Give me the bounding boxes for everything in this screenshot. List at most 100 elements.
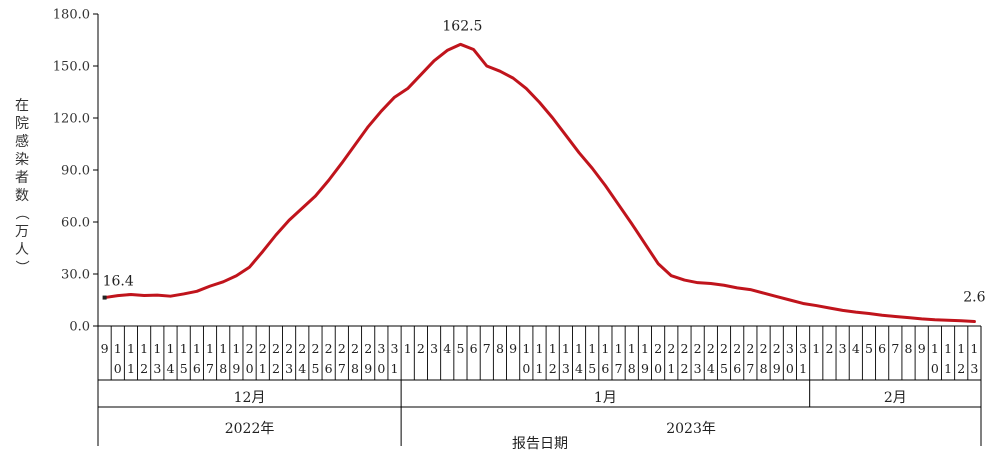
x-tick-label-bottom: 1 xyxy=(944,361,952,376)
x-tick-label-bottom: 2 xyxy=(140,361,148,376)
data-label: 162.5 xyxy=(442,18,482,34)
y-tick-label: 30.0 xyxy=(61,268,90,283)
x-tick-label-top: 1 xyxy=(180,341,188,356)
x-tick-label-bottom: 1 xyxy=(667,361,675,376)
x-tick-label-bottom: 9 xyxy=(773,361,781,376)
x-tick-label-bottom: 6 xyxy=(733,361,741,376)
x-tick-label-top: 3 xyxy=(391,341,399,356)
x-tick-label-top: 2 xyxy=(351,341,359,356)
x-tick-label-top: 1 xyxy=(615,341,623,356)
x-tick-label-top: 1 xyxy=(153,341,161,356)
x-tick-label-bottom: 1 xyxy=(391,361,399,376)
x-tick-label-top: 2 xyxy=(667,341,675,356)
x-tick-label-top: 1 xyxy=(562,341,570,356)
x-tick-label-top: 9 xyxy=(509,341,517,356)
x-tick-label-top: 3 xyxy=(839,341,847,356)
x-tick-label-top: 2 xyxy=(773,341,781,356)
x-tick-label-top: 1 xyxy=(404,341,412,356)
x-tick-label-bottom: 7 xyxy=(746,361,754,376)
x-tick-label-top: 8 xyxy=(905,341,913,356)
x-tick-label-bottom: 9 xyxy=(641,361,649,376)
y-tick-label: 120.0 xyxy=(53,112,90,127)
x-tick-label-top: 2 xyxy=(272,341,280,356)
series-line xyxy=(103,42,976,323)
x-tick-label-bottom: 0 xyxy=(114,361,122,376)
x-tick-label-bottom: 0 xyxy=(786,361,794,376)
y-axis-label-char: ） xyxy=(13,260,29,274)
x-tick-label-top: 3 xyxy=(786,341,794,356)
x-tick-label-bottom: 3 xyxy=(970,361,978,376)
x-tick-label-top: 1 xyxy=(944,341,952,356)
x-tick-label-top: 2 xyxy=(311,341,319,356)
x-tick-label-top: 2 xyxy=(325,341,333,356)
x-tick-label-top: 2 xyxy=(720,341,728,356)
x-tick-label-bottom: 8 xyxy=(351,361,359,376)
x-tick-label-top: 1 xyxy=(167,341,175,356)
x-tick-label-top: 1 xyxy=(575,341,583,356)
month-label: 2月 xyxy=(884,390,907,406)
x-tick-label-bottom: 6 xyxy=(601,361,609,376)
x-tick-label-top: 1 xyxy=(549,341,557,356)
start-point-marker xyxy=(102,295,107,300)
x-tick-label-top: 2 xyxy=(654,341,662,356)
x-tick-label-top: 1 xyxy=(522,341,530,356)
x-tick-label-bottom: 5 xyxy=(311,361,319,376)
x-tick-label-bottom: 7 xyxy=(206,361,214,376)
x-tick-label-bottom: 0 xyxy=(522,361,530,376)
x-tick-label-top: 7 xyxy=(891,341,899,356)
x-tick-label-bottom: 2 xyxy=(680,361,688,376)
x-tick-label-top: 2 xyxy=(338,341,346,356)
x-tick-label-bottom: 4 xyxy=(707,361,715,376)
x-tick-label-top: 9 xyxy=(101,341,109,356)
x-tick-label-top: 2 xyxy=(285,341,293,356)
y-tick-label: 180.0 xyxy=(53,8,90,23)
x-tick-label-top: 8 xyxy=(496,341,504,356)
year-label: 2023年 xyxy=(666,421,716,437)
x-tick-label-top: 6 xyxy=(878,341,886,356)
x-tick-label-top: 2 xyxy=(298,341,306,356)
x-tick-label-bottom: 2 xyxy=(957,361,965,376)
y-tick-label: 0.0 xyxy=(69,320,90,335)
y-axis-ticks: 0.0 30.0 60.0 90.0 120.0 150.0 180.0 xyxy=(53,8,98,335)
x-tick-label-bottom: 4 xyxy=(167,361,175,376)
x-tick-label-top: 2 xyxy=(364,341,372,356)
y-axis-label-char: 万 xyxy=(15,224,29,240)
data-label: 16.4 xyxy=(103,274,134,290)
x-tick-label-top: 2 xyxy=(746,341,754,356)
x-tick-label-bottom: 3 xyxy=(562,361,570,376)
x-tick-label-bottom: 8 xyxy=(628,361,636,376)
x-tick-label-bottom: 8 xyxy=(219,361,227,376)
x-tick-label-top: 5 xyxy=(456,341,464,356)
x-tick-label-top: 2 xyxy=(825,341,833,356)
x-tick-label-bottom: 1 xyxy=(536,361,544,376)
x-tick-label-top: 1 xyxy=(114,341,122,356)
x-tick-label-top: 1 xyxy=(219,341,227,356)
x-tick-label-top: 2 xyxy=(707,341,715,356)
x-tick-label-top: 2 xyxy=(417,341,425,356)
x-tick-label-top: 1 xyxy=(641,341,649,356)
x-tick-label-top: 9 xyxy=(918,341,926,356)
y-axis-label-char: 数 xyxy=(15,188,29,204)
x-tick-label-bottom: 7 xyxy=(615,361,623,376)
x-tick-label-bottom: 0 xyxy=(654,361,662,376)
y-axis-label-char: 者 xyxy=(15,170,29,186)
x-tick-label-bottom: 5 xyxy=(720,361,728,376)
x-tick-label-bottom: 6 xyxy=(193,361,201,376)
x-tick-label-top: 1 xyxy=(812,341,820,356)
x-tick-label-top: 1 xyxy=(957,341,965,356)
x-tick-label-top: 5 xyxy=(865,341,873,356)
y-tick-label: 90.0 xyxy=(61,164,90,179)
x-tick-label-bottom: 3 xyxy=(153,361,161,376)
y-axis-label-char: 感 xyxy=(15,133,29,150)
x-tick-label-bottom: 9 xyxy=(232,361,240,376)
x-tick-label-top: 1 xyxy=(206,341,214,356)
x-tick-label-bottom: 2 xyxy=(272,361,280,376)
data-labels: 16.4 162.5 2.6 xyxy=(102,18,986,305)
x-tick-label-bottom: 3 xyxy=(694,361,702,376)
y-axis-label-char: 染 xyxy=(15,152,29,168)
x-tick-label-bottom: 7 xyxy=(338,361,346,376)
data-label: 2.6 xyxy=(963,289,985,305)
x-tick-label-top: 4 xyxy=(852,341,860,356)
y-axis-label-char: （ xyxy=(13,206,29,220)
